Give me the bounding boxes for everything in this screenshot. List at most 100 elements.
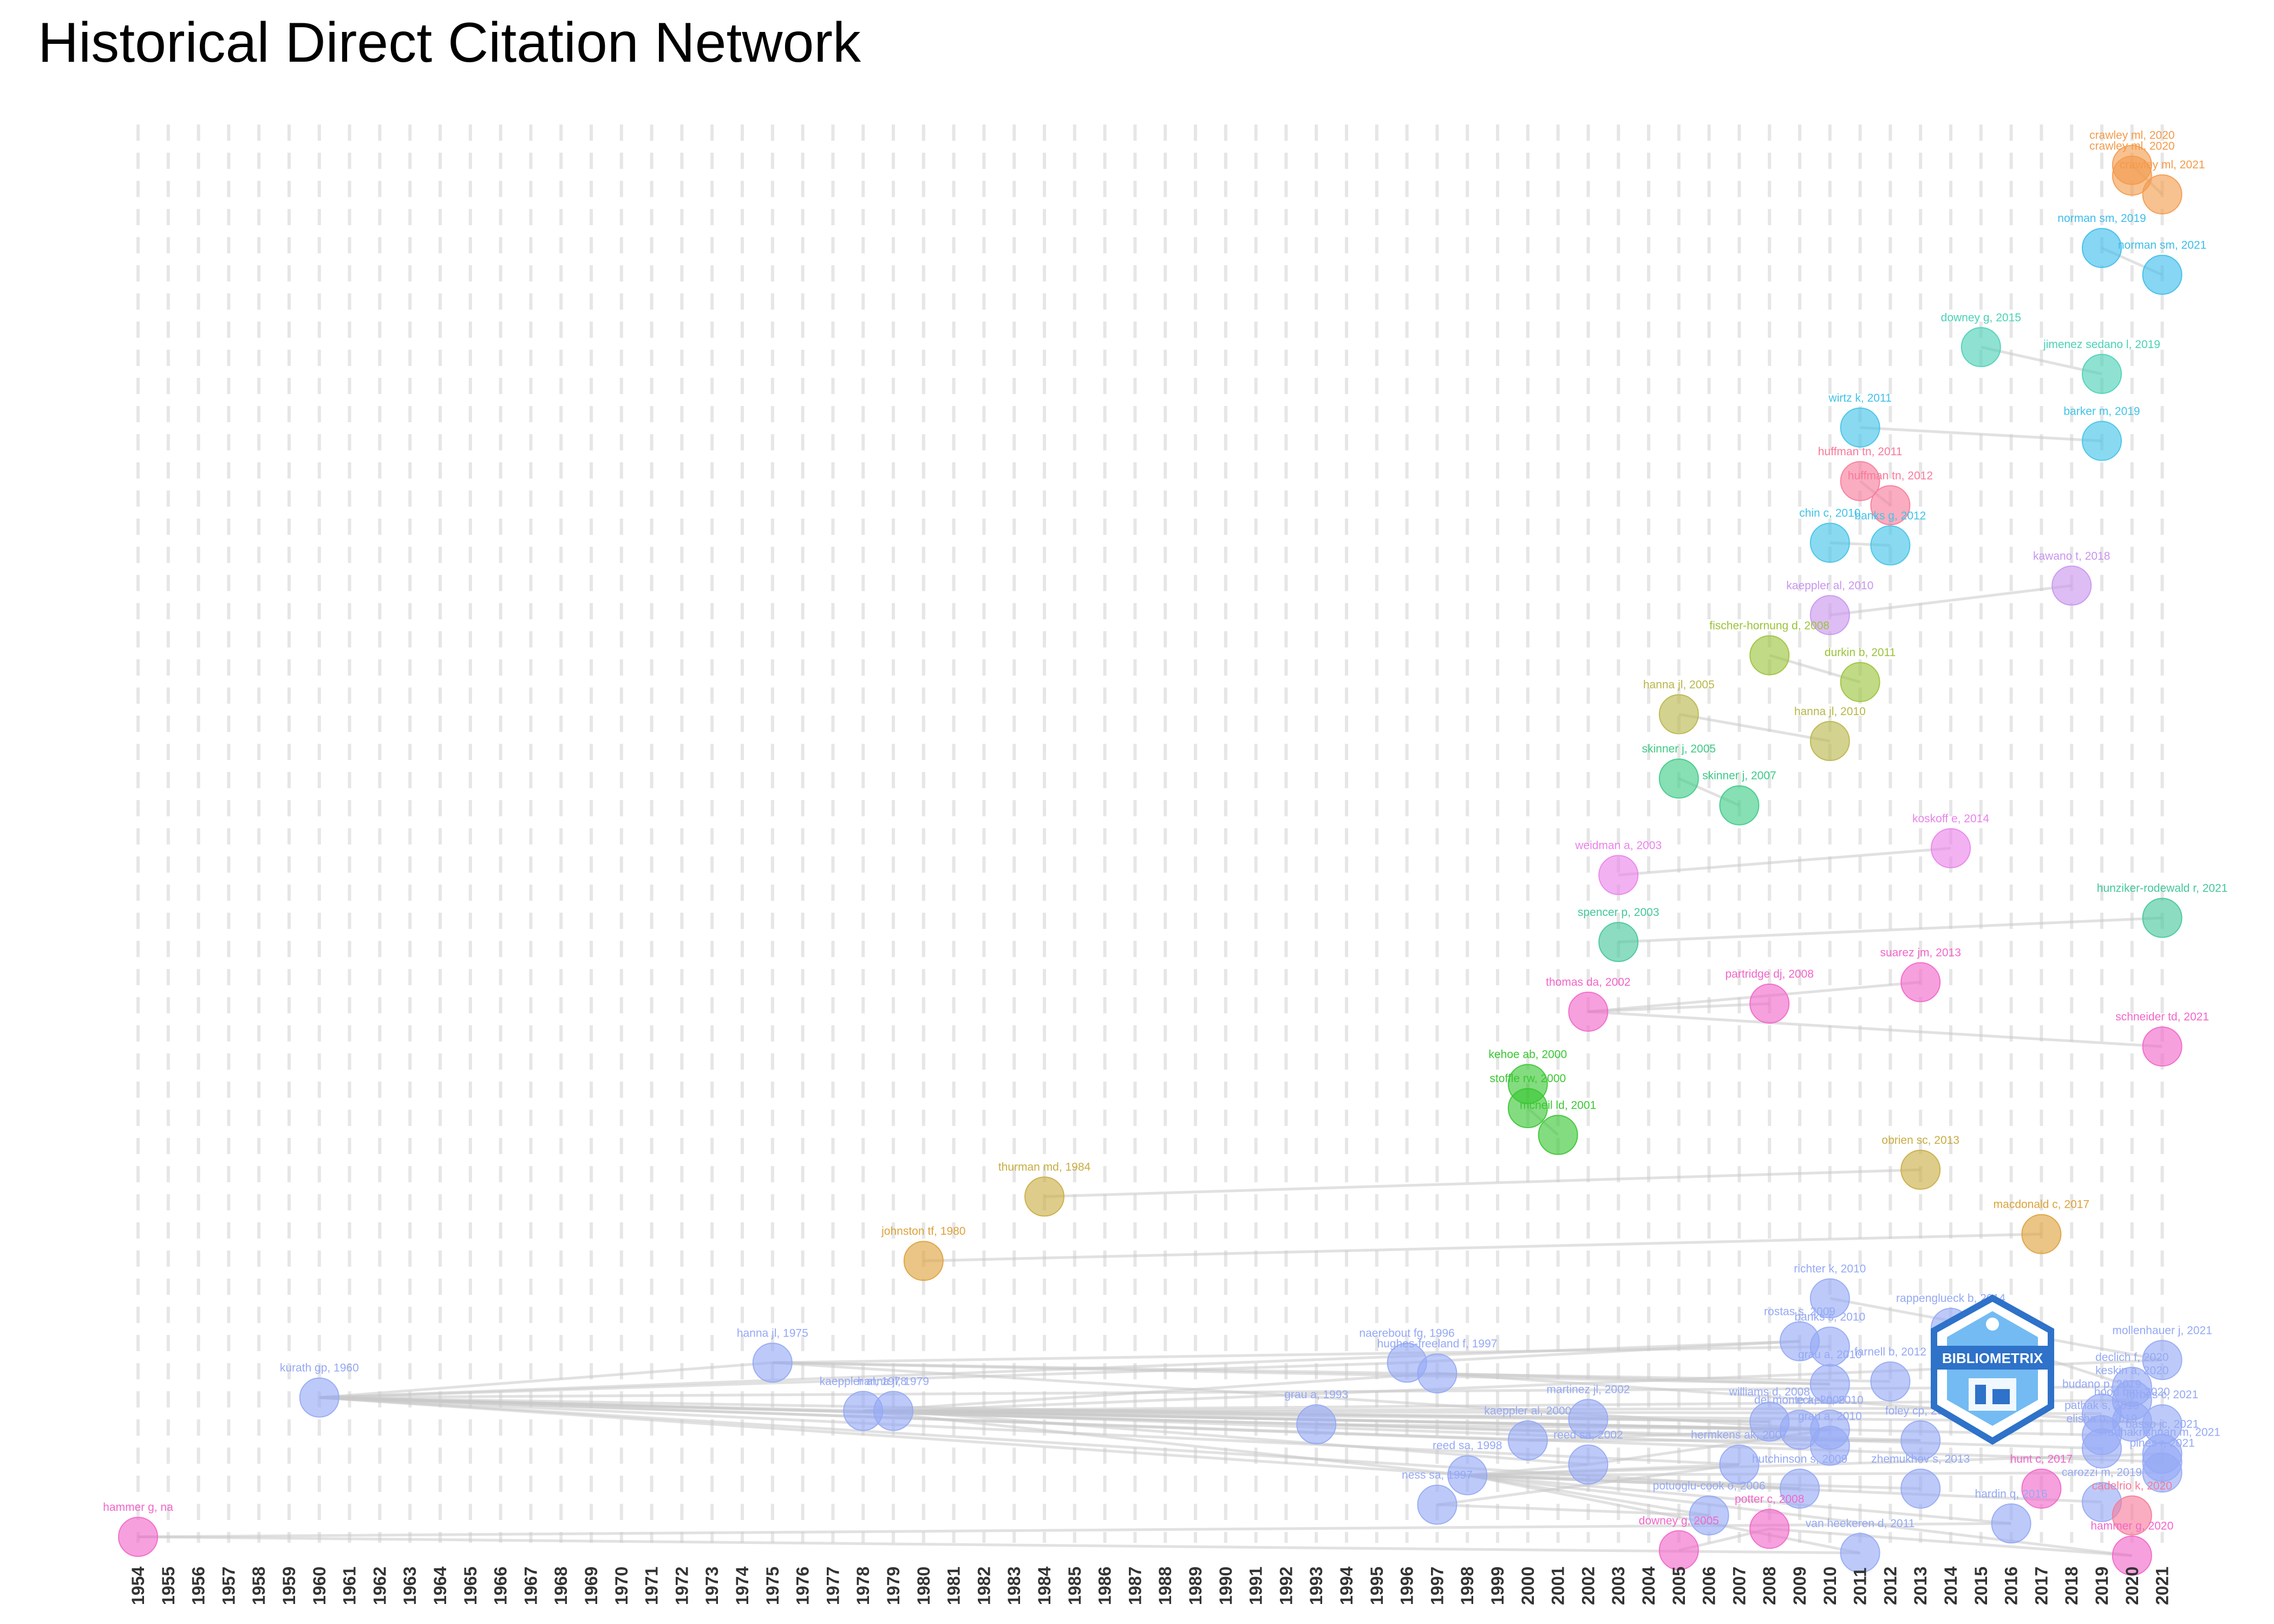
paper-label: hammer g, 2020 xyxy=(2090,1520,2173,1533)
citation-edge xyxy=(863,1399,2132,1412)
paper-node xyxy=(1024,1176,1064,1217)
paper-label: fischer-hornung d, 2008 xyxy=(1709,620,1829,632)
paper-label: pathak s, 2019 xyxy=(2064,1399,2139,1412)
paper-node xyxy=(1749,635,1790,676)
paper-label: mollenhauer j, 2021 xyxy=(2112,1324,2212,1337)
year-tick-label: 1976 xyxy=(793,1567,813,1605)
paper-node xyxy=(1900,1149,1941,1190)
paper-label: downey g, 2015 xyxy=(1941,311,2021,324)
citation-edge xyxy=(923,1233,2042,1262)
year-tick-label: 1963 xyxy=(400,1567,420,1605)
citation-edge xyxy=(1588,1417,1770,1423)
paper-label: hermkens ak, 2007 xyxy=(1691,1429,1788,1441)
citation-edge xyxy=(1769,1527,2132,1557)
paper-label: grau a, 2010 xyxy=(1798,1410,1862,1423)
paper-label: hammer g, na xyxy=(103,1501,173,1514)
paper-node xyxy=(903,1241,944,1281)
paper-node xyxy=(1568,991,1609,1032)
citation-edge xyxy=(1618,916,2162,944)
year-tick-label: 1970 xyxy=(612,1567,631,1605)
paper-node xyxy=(1296,1404,1337,1445)
paper-node xyxy=(1719,1444,1760,1485)
paper-label: zhemukhov s, 2013 xyxy=(1871,1453,1970,1465)
paper-label: carozzi m, 2019 xyxy=(2062,1466,2142,1479)
year-tick-label: 2016 xyxy=(2002,1567,2021,1605)
paper-label: williams d, 2008 xyxy=(1728,1386,1809,1398)
paper-node xyxy=(1658,694,1699,735)
paper-label: farnell b, 2012 xyxy=(1854,1346,1926,1358)
year-tick-label: 1994 xyxy=(1337,1567,1356,1605)
paper-node xyxy=(2142,1452,2182,1493)
citation-edge xyxy=(863,1372,1437,1412)
paper-label: jimenez sedano l, 2019 xyxy=(2043,338,2160,351)
year-tick-label: 1991 xyxy=(1246,1567,1266,1605)
paper-node xyxy=(2082,1428,2122,1469)
year-tick-label: 1989 xyxy=(1186,1567,1205,1605)
year-tick-label: 2011 xyxy=(1851,1568,1870,1605)
paper-node xyxy=(2021,1214,2062,1254)
year-tick-label: 2004 xyxy=(1639,1567,1658,1605)
year-tick-label: 1960 xyxy=(310,1567,329,1605)
year-tick-label: 2015 xyxy=(1971,1567,1991,1605)
citation-edge xyxy=(893,1409,1589,1466)
paper-node xyxy=(1900,1420,1941,1461)
year-tick-label: 1984 xyxy=(1035,1567,1054,1605)
paper-node xyxy=(1507,1088,1548,1129)
year-tick-label: 2008 xyxy=(1760,1567,1779,1605)
paper-label: ness sa, 1997 xyxy=(1402,1469,1473,1482)
year-tick-label: 1999 xyxy=(1488,1567,1507,1605)
paper-label: hanna jl, 2010 xyxy=(1794,705,1866,718)
year-tick-label: 2021 xyxy=(2153,1567,2172,1605)
year-tick-label: 1993 xyxy=(1306,1567,1326,1605)
paper-label: basso jc, 2021 xyxy=(2126,1418,2199,1431)
year-tick-label: 1969 xyxy=(581,1567,601,1605)
paper-label: hunt c, 2017 xyxy=(2010,1453,2073,1465)
citation-edge xyxy=(1678,712,1831,743)
year-tick-label: 1956 xyxy=(189,1567,208,1605)
paper-label: kaeppler al, 2010 xyxy=(1786,579,1873,592)
paper-label: kaeppler al, 1978 xyxy=(820,1375,907,1387)
year-tick-label: 1971 xyxy=(642,1567,662,1605)
year-tick-label: 1962 xyxy=(370,1567,389,1605)
paper-node xyxy=(1870,525,1911,566)
paper-node xyxy=(1568,1399,1609,1439)
year-tick-label: 1997 xyxy=(1427,1567,1447,1605)
paper-node xyxy=(299,1377,339,1418)
year-tick-label: 1988 xyxy=(1155,1567,1175,1605)
paper-node xyxy=(1598,855,1639,895)
paper-node xyxy=(2112,155,2152,196)
year-tick-label: 1998 xyxy=(1458,1567,1477,1605)
paper-label: cadelrio k, 2020 xyxy=(2092,1479,2172,1492)
year-tick-label: 1955 xyxy=(159,1567,178,1605)
paper-label: crawley ml, 2020 xyxy=(2089,129,2175,142)
paper-label: suarez jm, 2013 xyxy=(1880,946,1961,959)
citation-edge xyxy=(1437,1372,1830,1386)
paper-label: rappenglueck b, 2014 xyxy=(1896,1292,2005,1305)
paper-label: budano p, 2019 xyxy=(2062,1378,2141,1390)
paper-node xyxy=(1447,1455,1488,1496)
paper-label: hunziker-rodewald r, 2021 xyxy=(2097,882,2228,895)
year-tick-label: 1996 xyxy=(1397,1567,1417,1605)
paper-label: downey g, 2005 xyxy=(1639,1515,1719,1527)
paper-node xyxy=(2021,1468,2062,1509)
paper-node xyxy=(2082,421,2122,461)
paper-node xyxy=(1780,1468,1820,1509)
year-axis: 1954 1955 1956 1957 1958 1959 1960 1961 1962 1963… xyxy=(128,1567,2172,1605)
year-tick-label: 2007 xyxy=(1729,1567,1749,1605)
paper-node xyxy=(1507,1420,1548,1461)
paper-label: hood bm, 2020 xyxy=(2094,1386,2170,1398)
citation-edge xyxy=(893,1409,2102,1437)
paper-label: hutchinson s, 2009 xyxy=(1752,1453,1847,1465)
paper-node xyxy=(1809,1364,1850,1404)
bibliometrix-logo: BIBLIOMETRIX xyxy=(1931,1294,2054,1445)
paper-label: grau a, 1993 xyxy=(1284,1389,1348,1401)
year-tick-label: 2019 xyxy=(2092,1567,2112,1605)
paper-label: eckel c, 2010 xyxy=(1796,1394,1864,1406)
paper-label: huffman tn, 2012 xyxy=(1848,469,1933,482)
paper-node xyxy=(1417,1484,1458,1525)
paper-label: elisha o, 2019 xyxy=(2067,1413,2138,1425)
citation-edge xyxy=(1407,1340,1800,1364)
paper-label: skinner j, 2005 xyxy=(1642,743,1716,755)
paper-label: obrien sc, 2013 xyxy=(1881,1134,1959,1147)
